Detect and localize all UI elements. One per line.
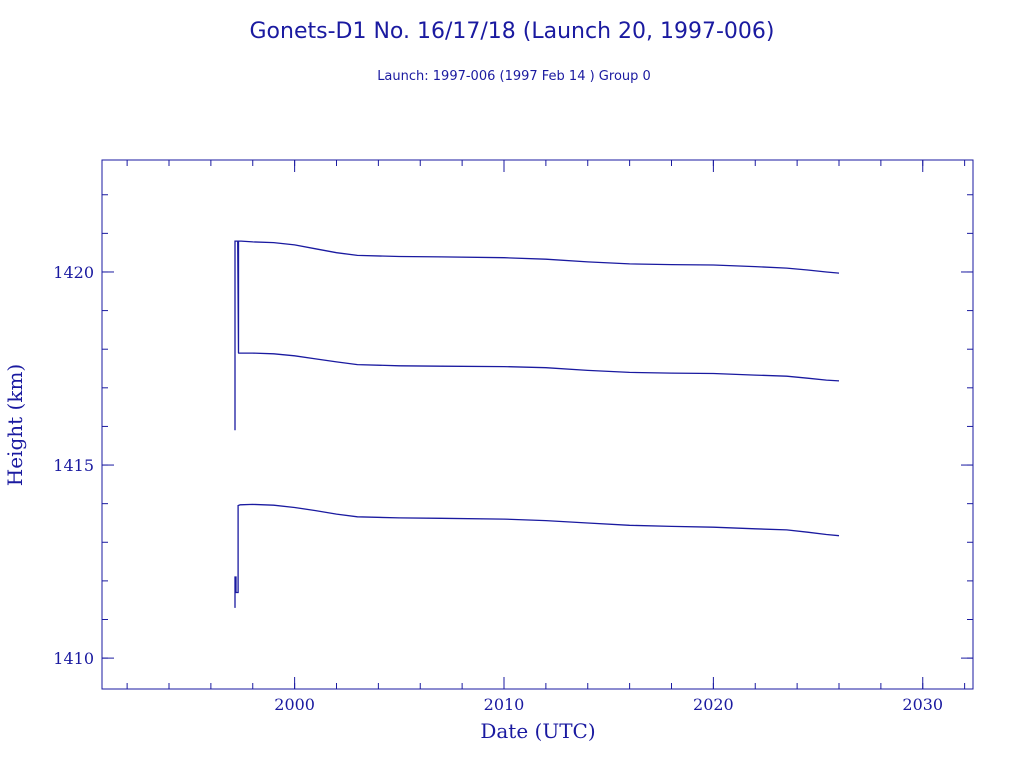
- tick-labels: 2000 2010 2020 2030 1410 1415 1420: [53, 263, 943, 714]
- axis-ticks: [102, 160, 973, 689]
- x-tick-label: 2030: [902, 695, 943, 714]
- series-line-3: [234, 503, 840, 608]
- series-group: [234, 240, 840, 608]
- x-tick-label: 2010: [484, 695, 525, 714]
- y-tick-label: 1410: [53, 649, 94, 668]
- x-tick-label: 2000: [274, 695, 315, 714]
- series-line-1: [234, 240, 840, 431]
- x-tick-label: 2020: [693, 695, 734, 714]
- y-tick-label: 1420: [53, 263, 94, 282]
- y-tick-label: 1415: [53, 456, 94, 475]
- series-line-2: [238, 352, 840, 382]
- chart-title: Gonets-D1 No. 16/17/18 (Launch 20, 1997-…: [250, 19, 775, 44]
- y-axis-label: Height (km): [3, 364, 27, 486]
- plot-frame: [101, 159, 974, 690]
- x-axis-label: Date (UTC): [480, 719, 595, 743]
- chart-subtitle: Launch: 1997-006 (1997 Feb 14 ) Group 0: [377, 69, 651, 84]
